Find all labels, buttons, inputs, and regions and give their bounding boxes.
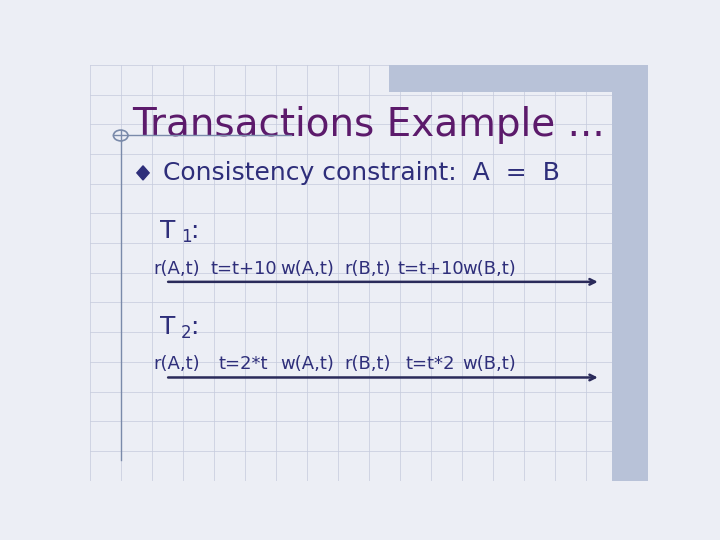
Text: Transactions Example ...: Transactions Example ... (132, 106, 605, 144)
Text: Consistency constraint:  A  =  B: Consistency constraint: A = B (163, 161, 559, 185)
Text: r(B,t): r(B,t) (345, 355, 391, 373)
Text: t=t+10: t=t+10 (210, 260, 276, 278)
FancyBboxPatch shape (389, 65, 648, 92)
Text: 2: 2 (181, 324, 192, 342)
Text: t=t+10: t=t+10 (397, 260, 464, 278)
Text: r(A,t): r(A,t) (153, 260, 200, 278)
Polygon shape (137, 166, 149, 180)
Text: T: T (160, 315, 175, 339)
Text: r(A,t): r(A,t) (153, 355, 200, 373)
FancyBboxPatch shape (612, 92, 648, 481)
Text: t=t*2: t=t*2 (405, 355, 455, 373)
Text: 1: 1 (181, 228, 192, 246)
Text: :: : (190, 315, 199, 339)
Text: :: : (190, 219, 199, 243)
Text: r(B,t): r(B,t) (345, 260, 391, 278)
Text: t=2*t: t=2*t (219, 355, 269, 373)
Text: T: T (160, 219, 175, 243)
Text: w(A,t): w(A,t) (281, 355, 335, 373)
Text: w(A,t): w(A,t) (281, 260, 335, 278)
Text: w(B,t): w(B,t) (462, 355, 516, 373)
Text: w(B,t): w(B,t) (462, 260, 516, 278)
